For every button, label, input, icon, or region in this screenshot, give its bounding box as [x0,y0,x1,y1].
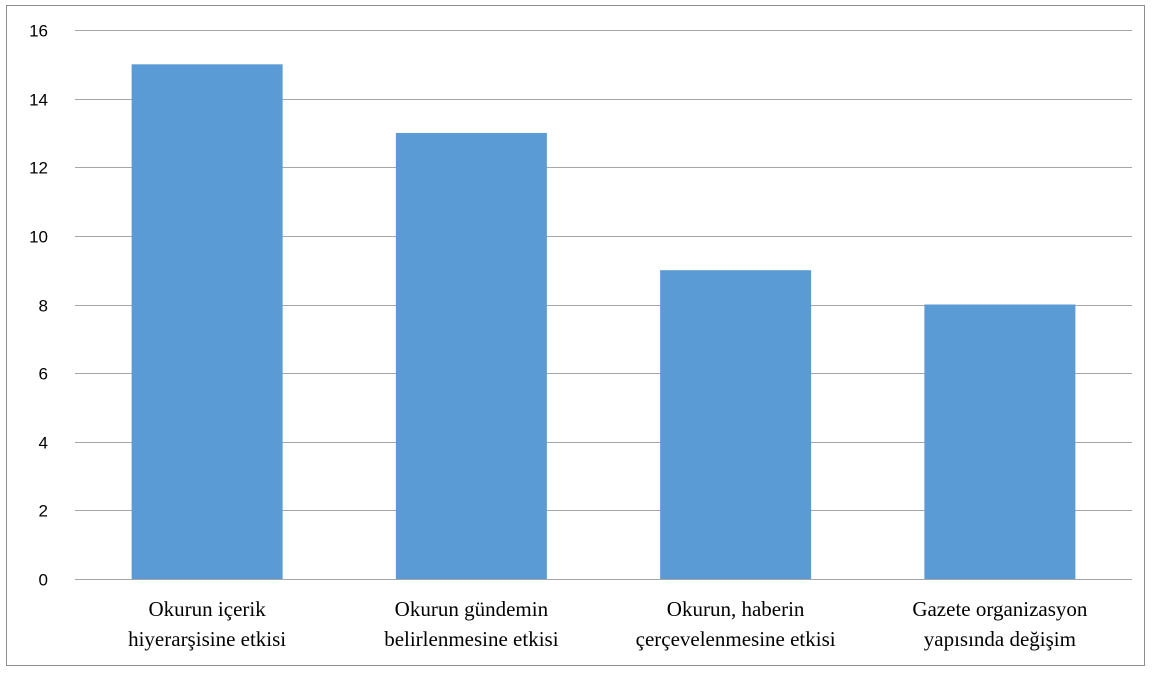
y-tick-label: 14 [29,91,48,110]
bar [924,304,1076,579]
x-tick-label: Gazete organizasyon yapısında değişim [912,597,1088,651]
bars [131,64,1076,579]
x-tick-label: Okurun içerik hiyerarşisine etkisi [128,597,286,651]
y-tick-label: 0 [39,571,48,590]
bar [660,270,812,579]
y-tick-label: 6 [39,365,48,384]
y-tick-label: 4 [39,434,48,453]
bar [131,64,283,579]
x-tick-label: Okurun gündemin belirlenmesine etkisi [384,597,559,651]
x-axis-ticks: Okurun içerik hiyerarşisine etkisi Okurun … [128,597,1088,651]
y-tick-label: 10 [29,228,48,247]
y-tick-label: 2 [39,502,48,521]
x-tick-label: Okurun, haberin çerçevelenmesine etkisi [636,597,836,651]
y-tick-label: 12 [29,159,48,178]
y-axis-ticks: 0 2 4 6 8 10 12 14 16 [29,22,48,590]
y-tick-label: 16 [29,22,48,41]
bar [395,132,547,579]
y-tick-label: 8 [39,297,48,316]
